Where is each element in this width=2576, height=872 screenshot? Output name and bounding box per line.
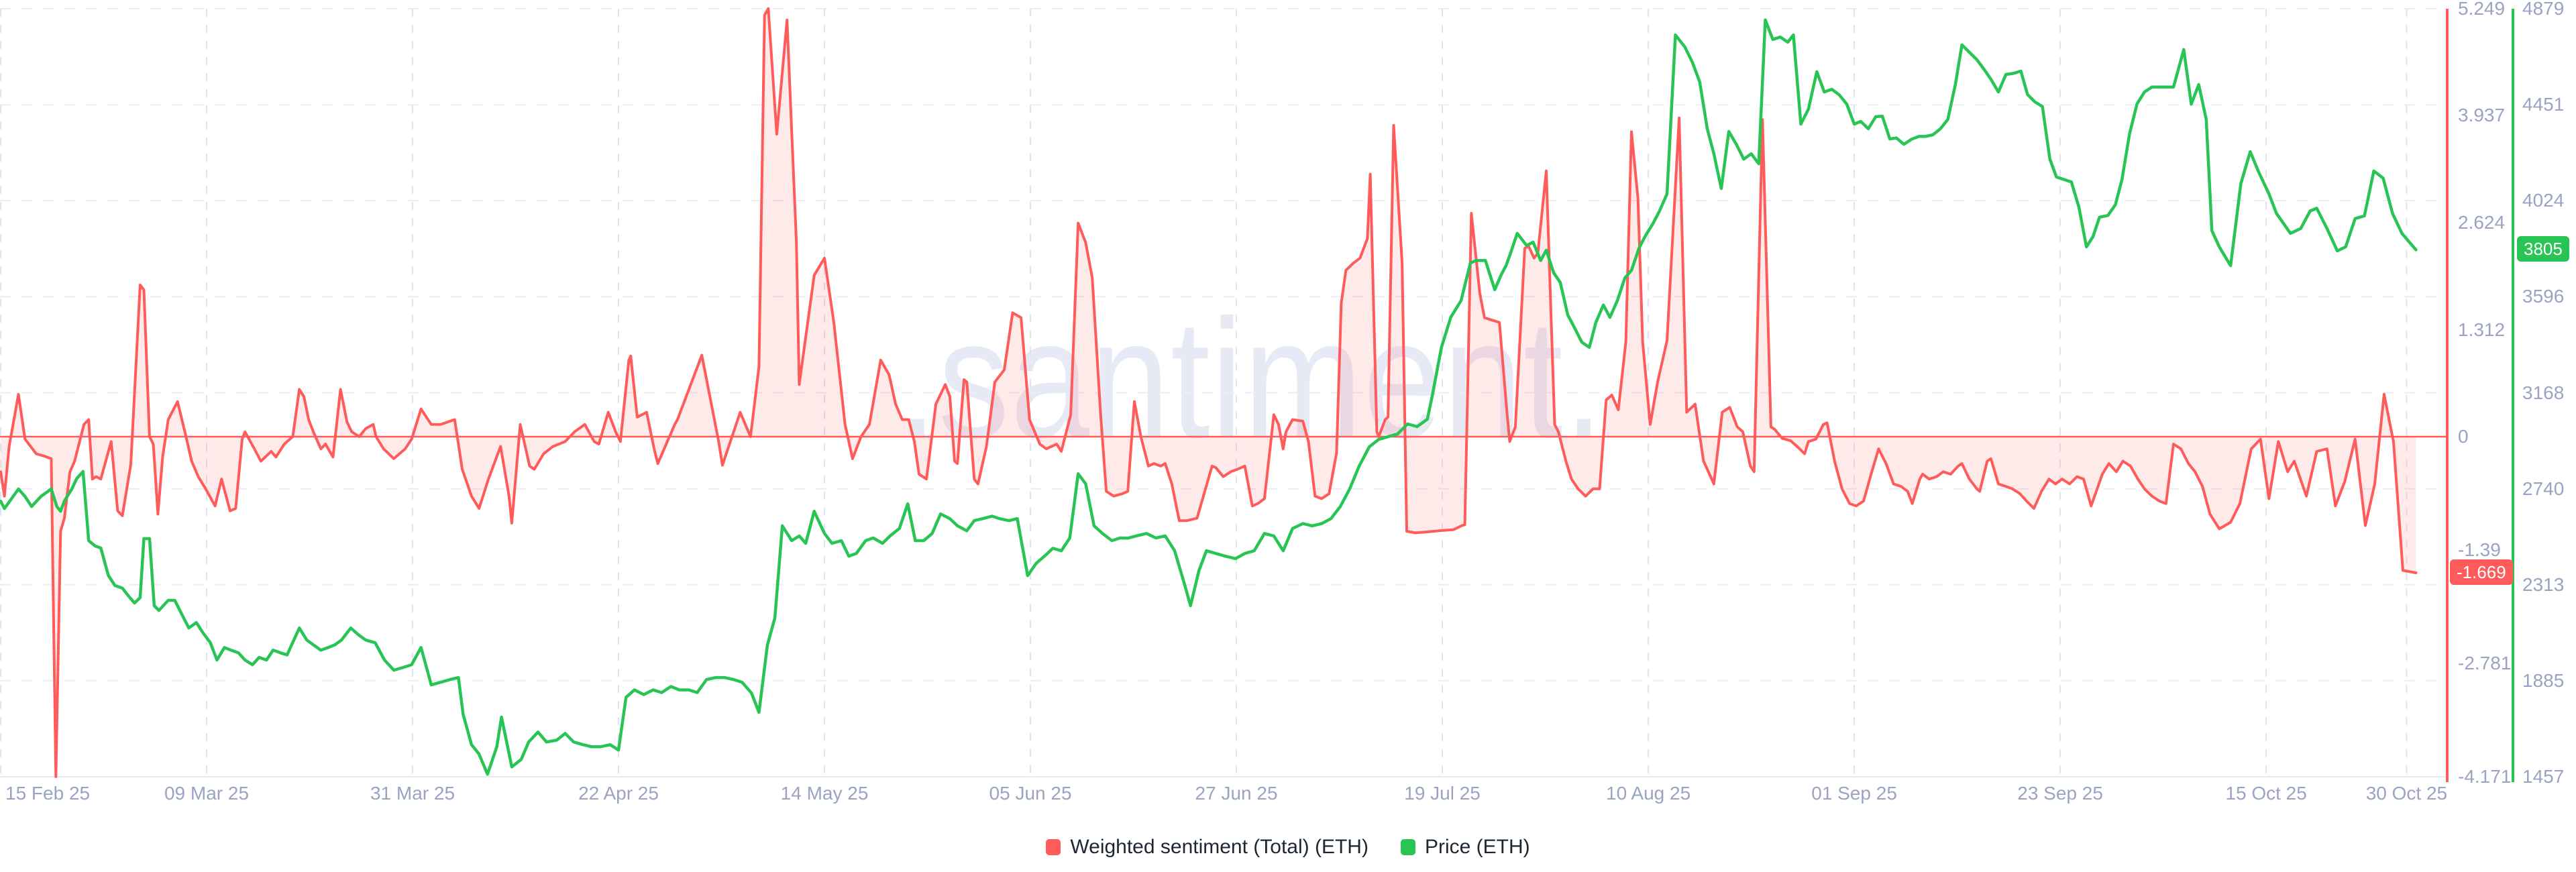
legend-label-price: Price (ETH) [1424,836,1530,858]
price-series-swatch-icon [1400,839,1415,855]
legend-label-weighted-sentiment: Weighted sentiment (Total) (ETH) [1070,836,1368,858]
legend-item-price[interactable]: Price (ETH) [1400,836,1530,859]
sentiment-series-swatch-icon [1046,839,1061,855]
price-current-badge: 3805 [2517,236,2569,262]
sentiment-current-badge: -1.669 [2450,559,2513,585]
price-line [0,18,2418,776]
legend-item-weighted-sentiment[interactable]: Weighted sentiment (Total) (ETH) [1046,836,1368,859]
sentiment-line [0,7,2418,778]
legend: Weighted sentiment (Total) (ETH) Price (… [0,830,2576,864]
